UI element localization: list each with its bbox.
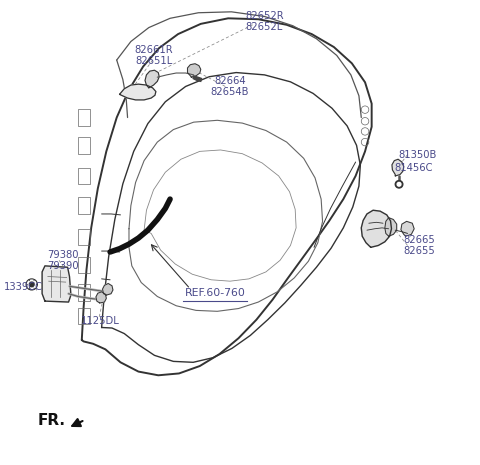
Bar [78, 197, 90, 214]
Polygon shape [385, 218, 396, 236]
Bar [78, 167, 90, 184]
Bar [78, 308, 90, 324]
Circle shape [395, 180, 403, 188]
Bar [78, 229, 90, 246]
Polygon shape [188, 64, 201, 77]
Text: 81456C: 81456C [394, 163, 432, 173]
Polygon shape [145, 70, 159, 88]
Bar [78, 285, 90, 301]
Polygon shape [96, 292, 107, 303]
Text: 82665
82655: 82665 82655 [403, 235, 435, 256]
Polygon shape [42, 266, 71, 302]
Polygon shape [103, 284, 113, 295]
Text: 1125DL: 1125DL [81, 316, 120, 326]
Polygon shape [392, 159, 404, 176]
Text: 81350B: 81350B [399, 150, 437, 159]
Polygon shape [361, 210, 392, 247]
Text: REF.60-760: REF.60-760 [184, 288, 245, 298]
Polygon shape [193, 76, 202, 81]
Text: FR.: FR. [38, 413, 66, 428]
Bar [78, 109, 90, 126]
Text: 82664
82654B: 82664 82654B [211, 76, 249, 97]
Bar [78, 257, 90, 273]
Text: 82652R
82652L: 82652R 82652L [245, 11, 284, 33]
Text: 1339CC: 1339CC [4, 282, 43, 292]
Circle shape [397, 182, 401, 186]
Polygon shape [401, 221, 414, 236]
Text: 82661R
82651L: 82661R 82651L [134, 45, 173, 66]
Bar [78, 137, 90, 154]
Circle shape [29, 282, 34, 287]
Text: 79380
79390: 79380 79390 [47, 250, 79, 271]
Polygon shape [120, 84, 156, 100]
